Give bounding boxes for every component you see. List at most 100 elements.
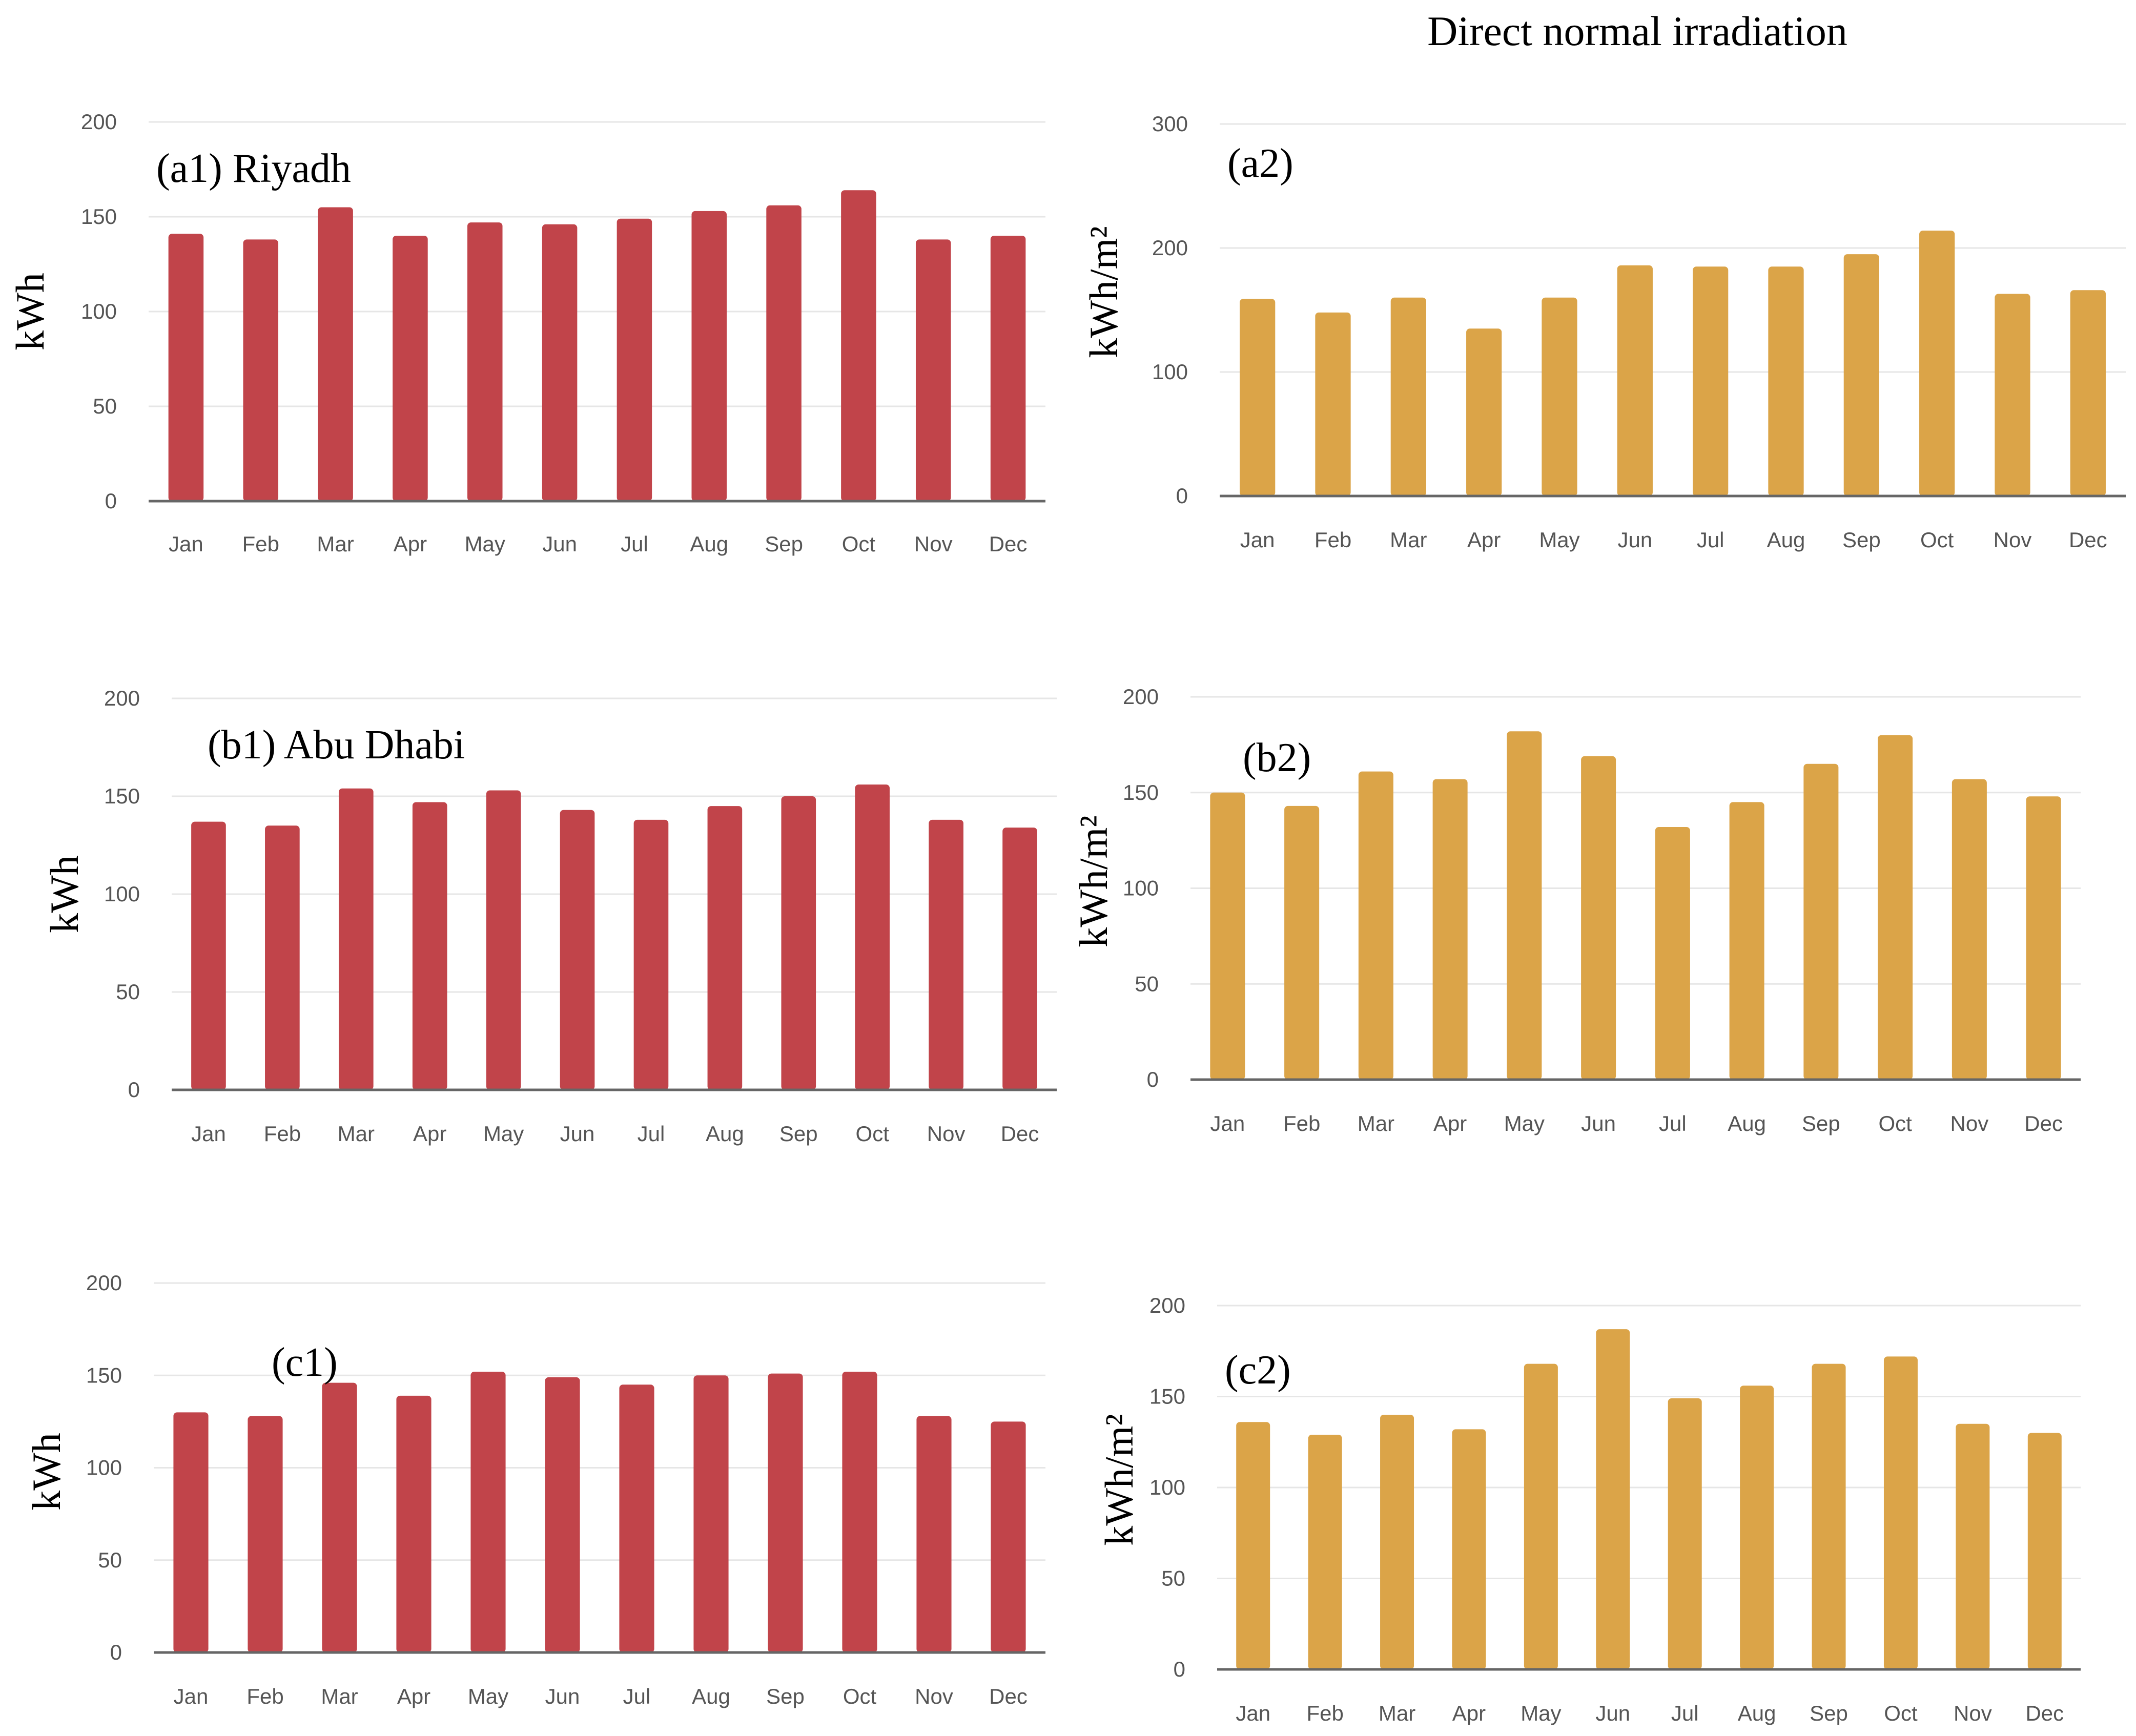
chart-b1: 0 50 100 150 200 Jan Feb Mar Apr May Jun Jul Aug Sep O… — [42, 686, 1057, 1146]
bar-may — [1507, 731, 1542, 1080]
bar-nov — [915, 239, 951, 501]
x-tick-label: Jun — [1617, 528, 1652, 552]
bar-sep — [768, 1373, 803, 1652]
x-tick-label: Jun — [560, 1122, 595, 1146]
bar-jan — [191, 821, 226, 1090]
x-tick-label: Mar — [1358, 1111, 1394, 1135]
bar-mar — [322, 1382, 357, 1652]
x-tick-label: Sep — [1810, 1701, 1848, 1725]
bar-jul — [1655, 826, 1690, 1080]
bar-may — [1524, 1363, 1558, 1669]
bar-dec — [2027, 1433, 2062, 1669]
bar-nov — [1995, 294, 2030, 496]
x-tick-label: Sep — [1842, 528, 1881, 552]
x-tick-label: Oct — [1920, 528, 1954, 552]
x-tick-label: Jan — [191, 1122, 226, 1146]
y-tick-label: 150 — [86, 1363, 122, 1387]
y-tick-label: 0 — [1176, 484, 1188, 508]
x-tick-label: Jul — [623, 1684, 651, 1708]
x-tick-label: Feb — [1315, 528, 1351, 552]
x-tick-label: Dec — [989, 532, 1028, 556]
x-tick-label: May — [468, 1684, 508, 1708]
panel-label: (a1) Riyadh — [156, 146, 351, 191]
bar-oct — [842, 1372, 877, 1652]
x-tick-label: May — [465, 532, 505, 556]
y-tick-label: 200 — [81, 110, 117, 134]
x-tick-label: Dec — [2069, 528, 2107, 552]
x-tick-label: Mar — [317, 532, 354, 556]
bar-aug — [1740, 1386, 1774, 1669]
x-tick-label: Jun — [542, 532, 577, 556]
x-tick-label: Jan — [1210, 1111, 1245, 1135]
y-tick-label: 200 — [104, 686, 140, 710]
bar-nov — [916, 1416, 952, 1652]
bar-nov — [929, 819, 963, 1090]
x-tick-label: Nov — [1950, 1111, 1989, 1135]
y-axis-label: kWh/m² — [1071, 815, 1116, 947]
bar-mar — [1380, 1415, 1414, 1669]
bar-jun — [1617, 265, 1653, 496]
y-tick-label: 0 — [105, 489, 117, 513]
x-tick-label: Oct — [842, 532, 876, 556]
chart-a1: 0 50 100 150 200 Jan Feb Mar Apr May Jun Jul Aug Sep O… — [8, 110, 1045, 556]
y-tick-label: 150 — [1149, 1384, 1185, 1409]
x-tick-label: Aug — [706, 1122, 744, 1146]
x-tick-label: Dec — [2024, 1111, 2063, 1135]
bar-feb — [265, 825, 300, 1090]
x-tick-label: Jul — [1659, 1111, 1687, 1135]
y-tick-label: 150 — [81, 204, 117, 229]
y-axis-label: kWh/m² — [1081, 226, 1126, 358]
x-tick-label: Apr — [394, 532, 427, 556]
y-tick-label: 50 — [1135, 972, 1159, 996]
x-tick-label: May — [1539, 528, 1579, 552]
bar-dec — [2070, 290, 2106, 496]
y-tick-label: 200 — [1123, 685, 1159, 709]
y-axis-label: kWh — [24, 1433, 69, 1511]
bar-oct — [855, 784, 890, 1090]
x-tick-label: Jun — [1595, 1701, 1630, 1725]
bar-jul — [617, 218, 652, 501]
y-tick-label: 100 — [81, 299, 117, 323]
y-tick-label: 100 — [1123, 876, 1159, 900]
y-tick-label: 0 — [110, 1640, 122, 1664]
x-tick-label: Oct — [1884, 1701, 1918, 1725]
bar-apr — [1452, 1429, 1486, 1669]
panel-label: (b1) Abu Dhabi — [208, 722, 465, 768]
x-tick-label: Oct — [856, 1122, 890, 1146]
bar-jan — [168, 234, 204, 501]
x-tick-label: Sep — [765, 532, 803, 556]
bar-aug — [1768, 266, 1804, 496]
x-tick-label: Oct — [1878, 1111, 1912, 1135]
bar-feb — [1315, 312, 1351, 496]
bar-jun — [545, 1377, 580, 1652]
bar-sep — [1812, 1363, 1846, 1669]
panel-label: (b2) — [1243, 735, 1311, 780]
bar-dec — [2026, 796, 2061, 1080]
y-tick-label: 100 — [104, 882, 140, 906]
x-tick-label: Oct — [843, 1684, 877, 1708]
bar-nov — [1956, 1423, 1990, 1669]
x-tick-label: Dec — [989, 1684, 1028, 1708]
bar-jul — [619, 1384, 654, 1652]
bar-jul — [1668, 1398, 1702, 1669]
bar-mar — [338, 788, 374, 1090]
bar-aug — [1729, 802, 1764, 1080]
bar-mar — [318, 207, 353, 501]
bar-may — [470, 1372, 506, 1652]
x-tick-label: Dec — [1001, 1122, 1039, 1146]
x-tick-label: Mar — [1379, 1701, 1415, 1725]
x-tick-label: Apr — [397, 1684, 430, 1708]
y-tick-label: 0 — [1174, 1657, 1185, 1681]
x-tick-label: Aug — [1728, 1111, 1766, 1135]
bar-apr — [1466, 328, 1502, 496]
x-tick-label: Aug — [692, 1684, 730, 1708]
bar-dec — [1002, 828, 1037, 1090]
panel-label: (c1) — [272, 1340, 338, 1385]
bar-nov — [1952, 779, 1987, 1080]
y-axis-label: kWh — [42, 855, 87, 933]
x-tick-label: Feb — [1306, 1701, 1343, 1725]
y-tick-label: 100 — [86, 1456, 122, 1480]
x-tick-label: Mar — [338, 1122, 375, 1146]
figure-title: Direct normal irradiation — [1427, 8, 1847, 54]
